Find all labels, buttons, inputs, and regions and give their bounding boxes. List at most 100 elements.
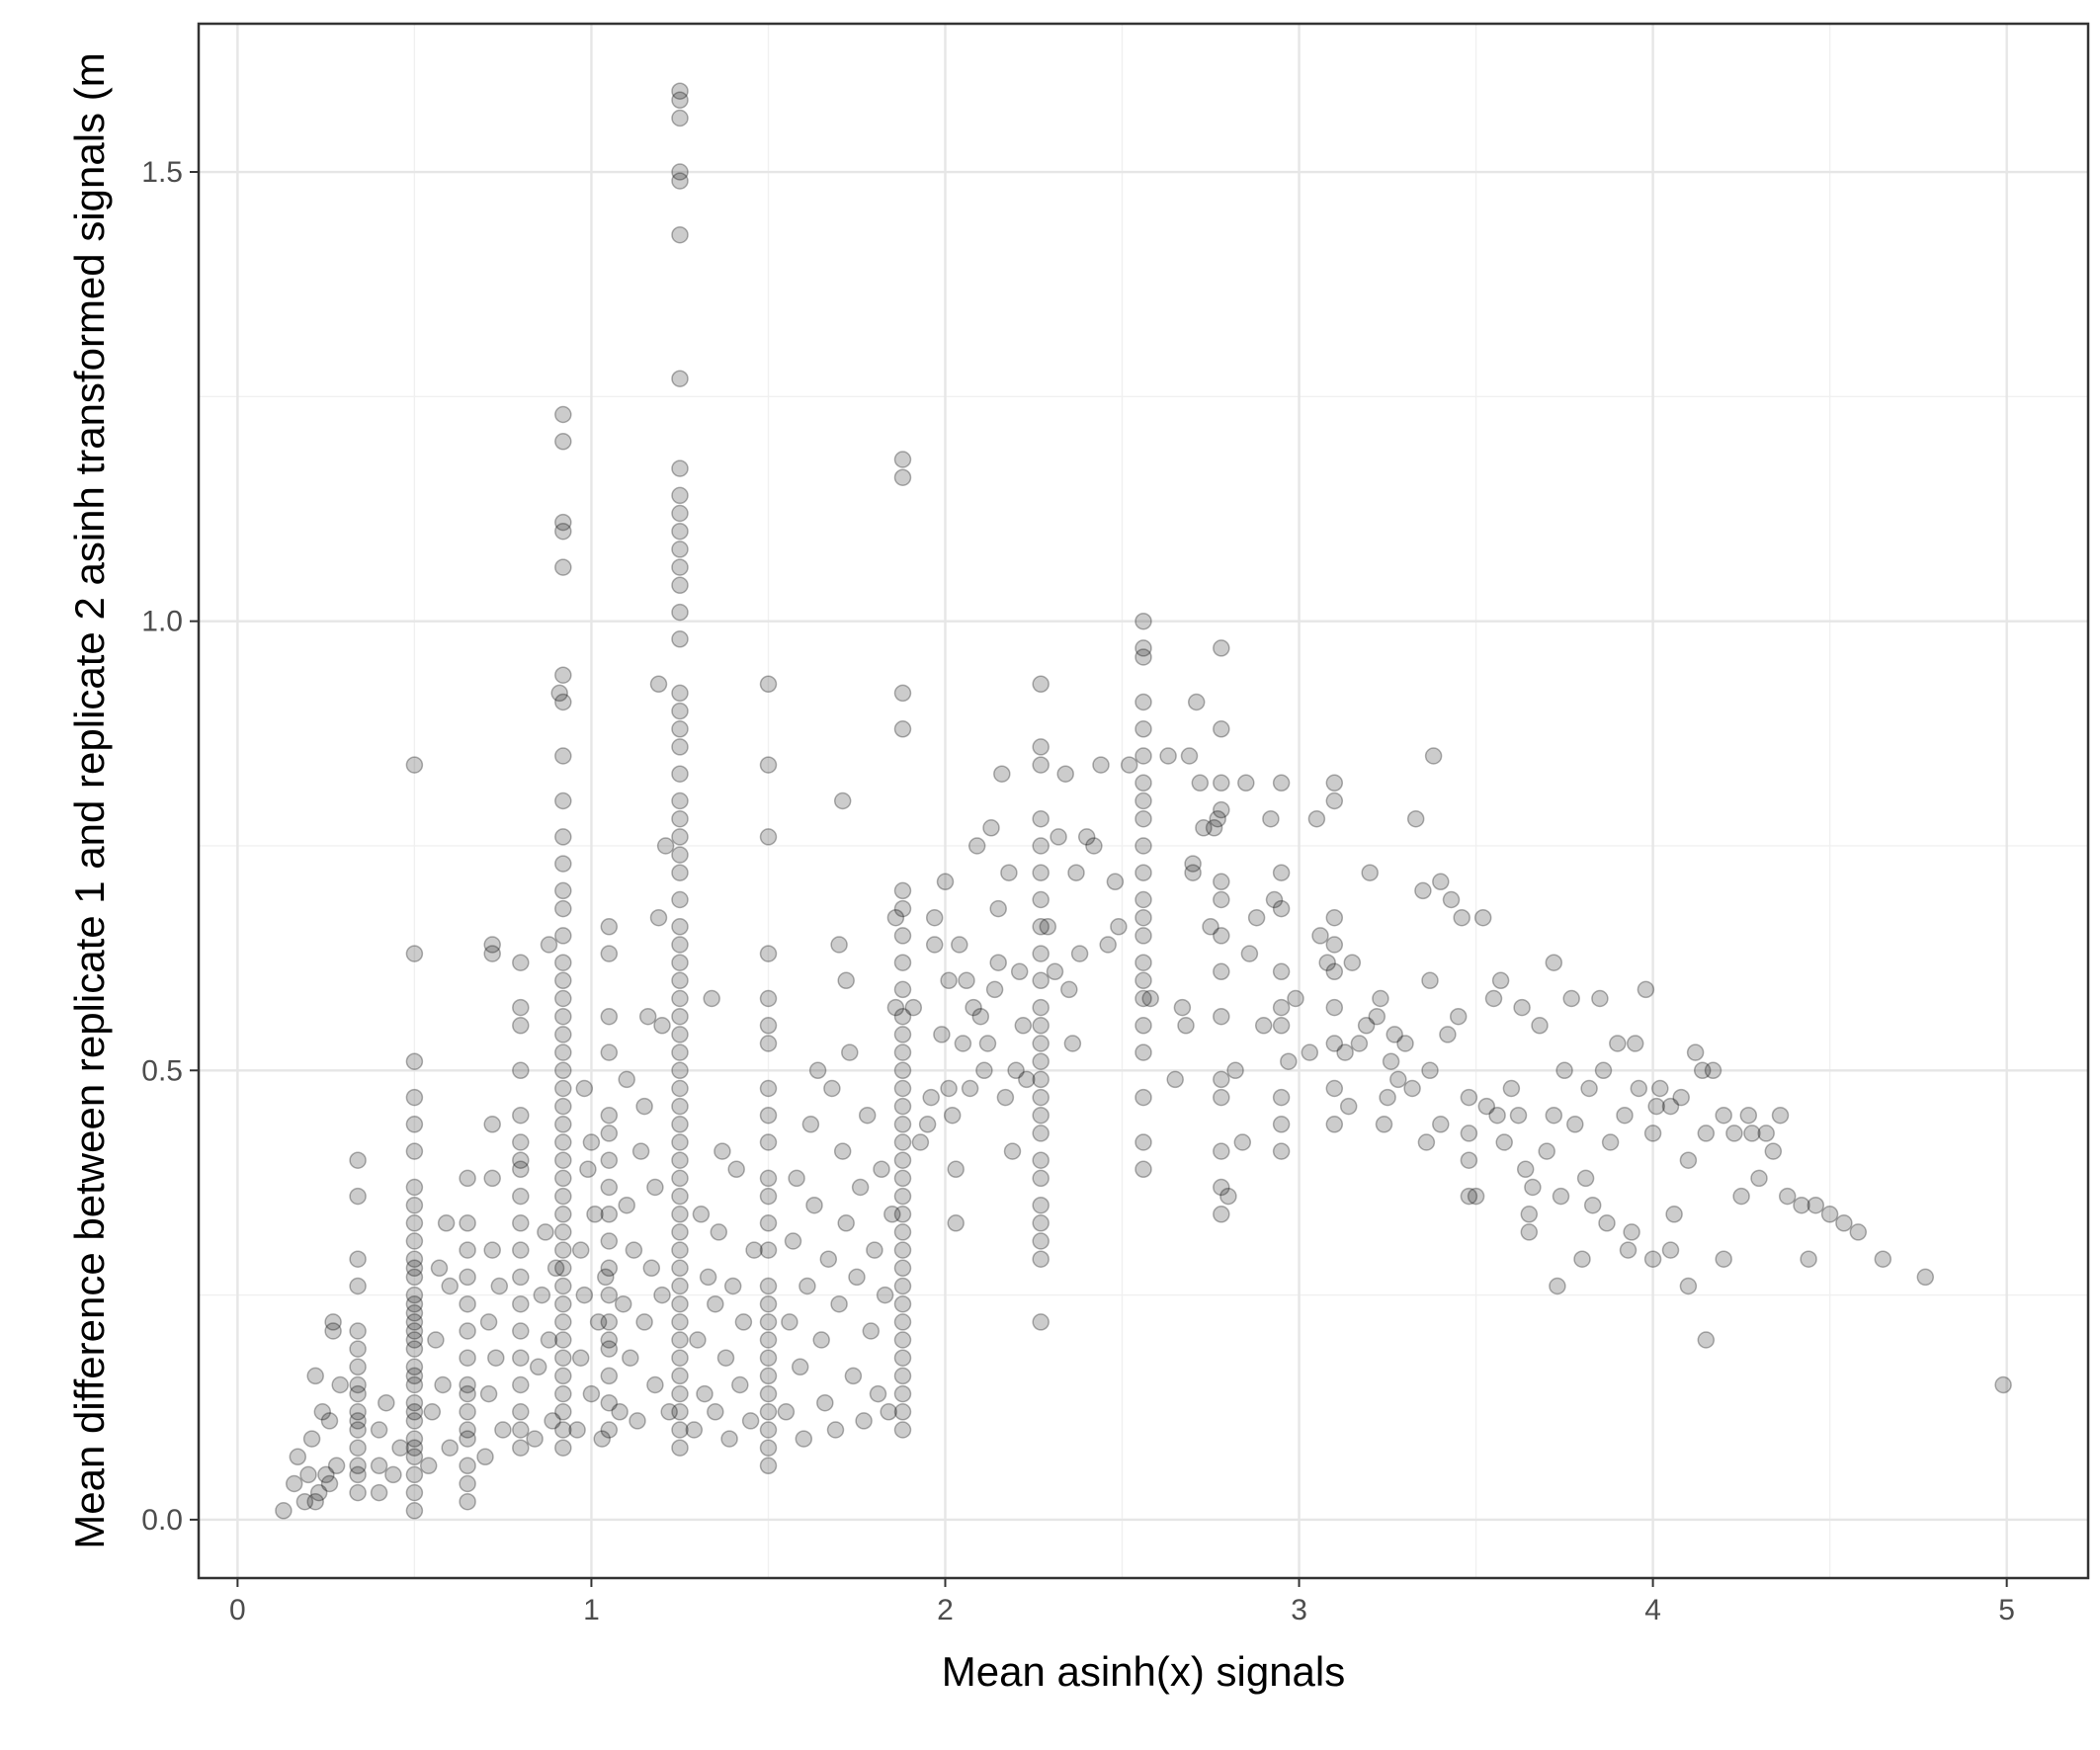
data-point — [671, 1133, 689, 1151]
data-point — [1134, 612, 1152, 630]
data-point — [1389, 1070, 1407, 1089]
data-point — [600, 918, 619, 936]
data-point — [707, 1294, 724, 1313]
data-point — [1835, 1214, 1853, 1232]
data-point — [405, 1214, 424, 1232]
data-point — [600, 1043, 619, 1061]
data-point — [405, 1304, 424, 1322]
data-point — [1205, 819, 1223, 837]
data-point — [671, 459, 689, 477]
data-point — [313, 1403, 332, 1421]
data-point — [512, 1151, 530, 1169]
data-point — [893, 451, 912, 468]
data-point — [1325, 1116, 1344, 1133]
data-point — [833, 792, 852, 810]
data-point — [886, 908, 905, 927]
data-point — [349, 1403, 367, 1421]
data-point — [1032, 1169, 1050, 1188]
data-point — [646, 1178, 664, 1197]
data-point — [1213, 1070, 1230, 1089]
data-point — [405, 1439, 424, 1457]
data-point — [759, 1277, 778, 1295]
data-point — [1538, 1142, 1555, 1160]
data-point — [1484, 989, 1503, 1008]
data-point — [1764, 1142, 1783, 1160]
data-point — [671, 486, 689, 505]
data-point — [1039, 918, 1057, 936]
data-point — [1509, 1106, 1528, 1125]
data-point — [554, 1061, 572, 1080]
data-point — [893, 1133, 912, 1151]
data-point — [405, 1116, 424, 1133]
data-point — [349, 1151, 367, 1169]
data-point — [459, 1349, 476, 1367]
data-point — [1272, 962, 1291, 981]
data-point — [671, 1061, 689, 1080]
data-point — [671, 1026, 689, 1043]
data-point — [1916, 1268, 1935, 1287]
data-point — [1473, 908, 1492, 927]
data-point — [1003, 1142, 1022, 1160]
data-point — [1576, 1169, 1595, 1188]
data-point — [1213, 774, 1230, 792]
data-point — [554, 1331, 572, 1349]
data-point — [1460, 1151, 1478, 1169]
data-point — [759, 1241, 778, 1259]
data-point — [1060, 980, 1078, 999]
data-point — [1063, 1035, 1082, 1052]
data-point — [759, 1331, 778, 1349]
data-point — [961, 1079, 979, 1098]
data-point — [600, 1232, 619, 1250]
data-point — [1032, 971, 1050, 990]
data-point — [837, 971, 855, 990]
data-point — [671, 864, 689, 881]
data-point — [819, 1250, 838, 1268]
data-point — [490, 1277, 509, 1295]
data-point — [1757, 1125, 1775, 1142]
data-point — [671, 1116, 689, 1133]
data-point — [759, 1457, 778, 1475]
data-point — [1307, 809, 1326, 828]
data-point — [554, 881, 572, 900]
data-point — [459, 1474, 476, 1493]
data-point — [671, 504, 689, 523]
data-point — [759, 675, 778, 694]
data-point — [529, 1358, 547, 1376]
data-point — [554, 792, 572, 810]
data-point — [833, 1142, 852, 1160]
data-point — [925, 908, 944, 927]
data-point — [671, 603, 689, 622]
data-point — [568, 1421, 586, 1439]
data-point — [696, 1384, 714, 1403]
data-point — [405, 1196, 424, 1214]
data-point — [437, 1214, 456, 1232]
data-point — [731, 1375, 749, 1394]
data-point — [405, 1465, 424, 1484]
data-point — [331, 1375, 349, 1394]
data-point — [494, 1421, 512, 1439]
data-point — [459, 1375, 476, 1394]
data-point — [1651, 1079, 1669, 1098]
data-point — [1630, 1079, 1648, 1098]
data-point — [653, 1017, 671, 1035]
data-point — [808, 1061, 827, 1080]
data-point — [716, 1349, 735, 1367]
x-tick-label: 0 — [229, 1594, 246, 1626]
data-point — [512, 1187, 530, 1206]
data-point — [554, 1097, 572, 1116]
data-point — [349, 1384, 367, 1403]
data-point — [554, 1277, 572, 1295]
data-point — [554, 666, 572, 684]
data-point — [1421, 1061, 1439, 1080]
data-point — [649, 675, 668, 694]
data-point — [1442, 890, 1461, 909]
data-point — [483, 936, 501, 954]
data-point — [1134, 864, 1152, 881]
data-point — [967, 837, 986, 855]
data-point — [349, 1250, 367, 1268]
data-point — [1598, 1214, 1616, 1232]
data-point — [723, 1277, 742, 1295]
data-point — [554, 1223, 572, 1241]
data-point — [1032, 837, 1050, 855]
data-point — [384, 1465, 402, 1484]
